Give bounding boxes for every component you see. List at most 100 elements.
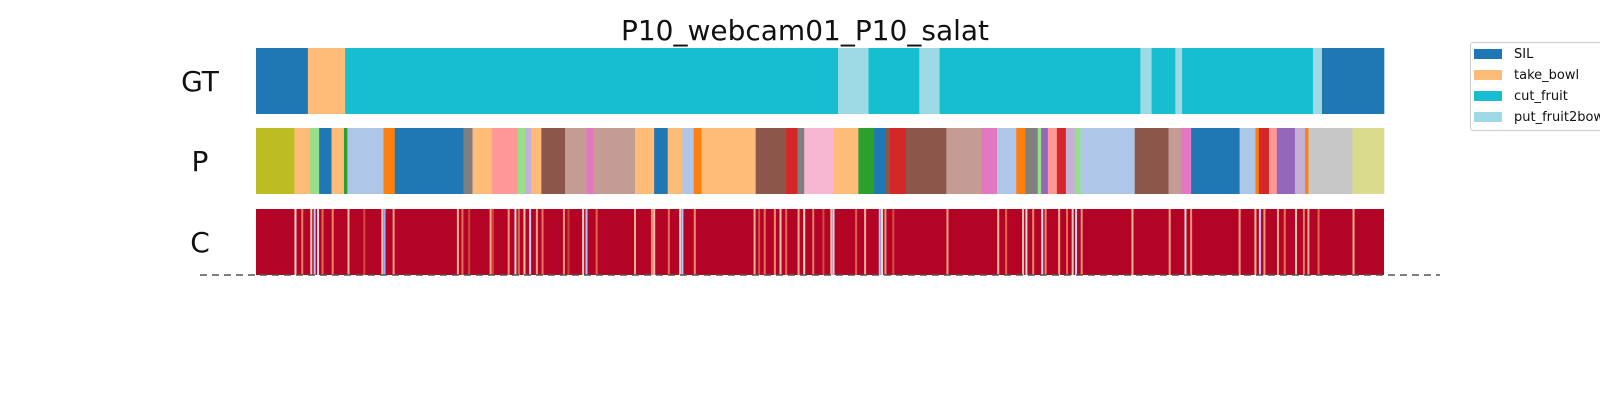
segment-p-18 [593,128,636,194]
legend-label: cut_fruit [1514,88,1568,104]
segment-p-2 [310,128,320,194]
confidence-streak-56 [1005,209,1008,275]
legend-label: take_bowl [1514,67,1580,83]
confidence-streak-79 [1307,209,1310,275]
segment-p-40 [1037,128,1042,194]
segment-p-0 [256,128,295,194]
confidence-streak-28 [595,209,598,275]
segment-p-46 [1080,128,1136,194]
segment-p-6 [347,128,384,194]
confidence-streak-30 [650,209,653,275]
segment-p-57 [1305,128,1309,194]
confidence-streak-48 [855,209,858,275]
confidence-streak-39 [773,209,776,275]
segment-gt-2 [345,48,839,114]
segment-p-56 [1294,128,1306,194]
segment-p-29 [833,128,859,194]
confidence-streak-51 [881,209,884,275]
row-label-gt: GT [181,65,220,98]
confidence-streak-49 [864,209,867,275]
segment-p-31 [874,128,886,194]
segment-p-38 [1016,128,1026,194]
confidence-streak-12 [456,209,459,275]
confidence-streak-2 [310,209,313,275]
confidence-streak-37 [758,209,761,275]
segment-p-58 [1308,128,1353,194]
confidence-streak-71 [1238,209,1241,275]
confidence-streak-41 [785,209,788,275]
segment-p-55 [1276,128,1296,194]
confidence-base [256,209,1384,275]
confidence-streak-25 [567,209,570,275]
confidence-streak-54 [946,209,949,275]
chart-title: P10_webcam01_P10_salat [621,14,989,47]
confidence-streak-0 [294,209,297,275]
legend-item-take-bowl: take_bowl [1474,67,1579,83]
confidence-streak-55 [997,209,1000,275]
confidence-streak-73 [1258,209,1261,275]
segment-p-28 [804,128,834,194]
segment-gt-12 [1321,48,1385,114]
segment-p-12 [517,128,526,194]
confidence-streak-40 [779,209,782,275]
segment-p-1 [294,128,311,194]
legend-item-sil: SIL [1474,46,1533,62]
segment-p-52 [1255,128,1260,194]
segment-p-26 [786,128,798,194]
segment-p-37 [997,128,1017,194]
segment-p-39 [1025,128,1039,194]
confidence-streak-65 [1075,209,1078,275]
segment-gt-1 [307,48,346,114]
segment-p-3 [319,128,332,194]
confidence-streak-75 [1276,209,1279,275]
segment-p-35 [946,128,982,194]
segment-p-48 [1168,128,1182,194]
confidence-streak-9 [381,209,384,275]
rows-group: GT P C [181,48,1385,275]
confidence-streak-62 [1058,209,1061,275]
segment-gt-5 [919,48,940,114]
segment-p-45 [1074,128,1081,194]
confidence-streak-21 [529,209,532,275]
confidence-streak-63 [1066,209,1069,275]
confidence-streak-47 [832,209,835,275]
segment-p-5 [343,128,348,194]
confidence-streak-59 [1032,209,1035,275]
confidence-streak-10 [383,209,386,275]
legend-swatch [1474,70,1502,80]
confidence-streak-32 [667,209,670,275]
segment-p-15 [541,128,566,194]
confidence-streak-8 [363,209,366,275]
segment-p-59 [1352,128,1385,194]
row-label-p: P [192,145,209,178]
segment-p-9 [463,128,473,194]
segment-p-24 [701,128,756,194]
confidence-streak-15 [489,209,492,275]
confidence-streak-13 [461,209,464,275]
confidence-streak-67 [1131,209,1134,275]
confidence-streak-24 [562,209,565,275]
confidence-streak-7 [347,209,350,275]
confidence-streak-18 [514,209,517,275]
segment-gt-4 [868,48,920,114]
segment-p-51 [1239,128,1256,194]
legend-swatch [1474,91,1502,101]
segment-p-36 [981,128,998,194]
confidence-streak-3 [313,209,316,275]
segment-p-7 [383,128,396,194]
segment-p-14 [531,128,542,194]
segment-p-54 [1268,128,1278,194]
segment-p-19 [635,128,655,194]
confidence-streak-66 [1080,209,1083,275]
confidence-streak-6 [331,209,334,275]
confidence-streak-61 [1044,209,1047,275]
confidence-streak-74 [1263,209,1266,275]
confidence-streak-36 [753,209,756,275]
segment-p-42 [1047,128,1058,194]
segment-p-33 [889,128,907,194]
legend-label: put_fruit2bowl [1514,109,1600,125]
confidence-streak-1 [301,209,304,275]
confidence-streak-81 [1352,209,1355,275]
confidence-streak-64 [1071,209,1074,275]
legend-swatch [1474,112,1502,122]
